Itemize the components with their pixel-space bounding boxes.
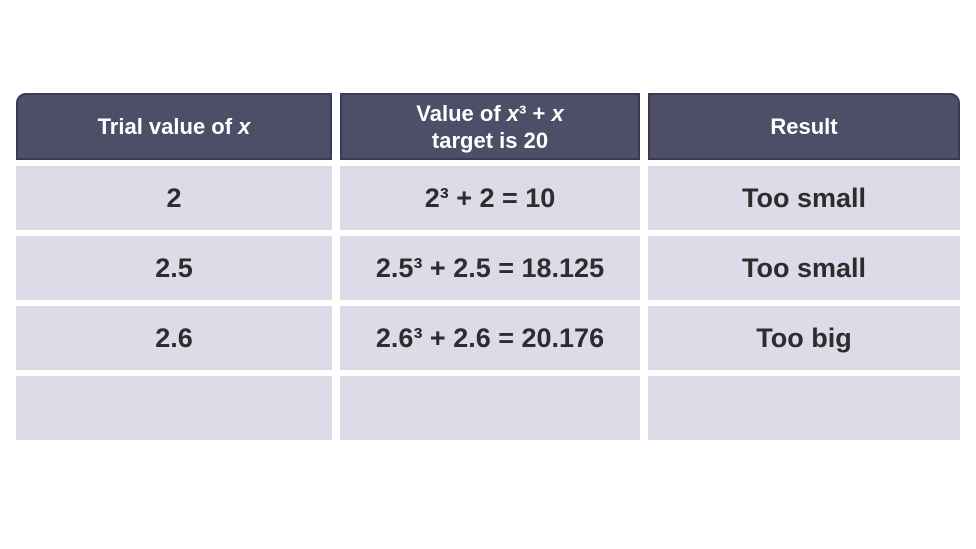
header-cell-value-of-expression: Value of x³ + x target is 20 (340, 93, 640, 160)
cell-trial-row3: 2.6 (16, 306, 332, 370)
cell-value-row1: 2³ + 2 = 10 (340, 166, 640, 230)
cell-trial-row4-empty (16, 376, 332, 440)
variable-x: x (551, 100, 564, 126)
header-label: Trial value of x (98, 113, 251, 140)
header-label-line1: Value of x³ + x (416, 100, 563, 127)
variable-x: x (506, 100, 520, 126)
header-text-part: ³ + (519, 100, 552, 126)
cell-result-row2: Too small (648, 236, 960, 300)
cell-value-row2: 2.5³ + 2.5 = 18.125 (340, 236, 640, 300)
header-text-part: Trial value of (97, 114, 239, 139)
cell-result-row4-empty (648, 376, 960, 440)
variable-x: x (238, 114, 251, 139)
trial-improvement-table: Trial value of x Value of x³ + x target … (16, 93, 960, 440)
cell-value-row3: 2.6³ + 2.6 = 20.176 (340, 306, 640, 370)
header-label-line2: target is 20 (431, 127, 549, 153)
cell-trial-row1: 2 (16, 166, 332, 230)
header-text-part: Value of (416, 100, 507, 126)
cell-result-row3: Too big (648, 306, 960, 370)
header-cell-trial-value-of-x: Trial value of x (16, 93, 332, 160)
cell-value-row4-empty (340, 376, 640, 440)
header-cell-result: Result (648, 93, 960, 160)
cell-trial-row2: 2.5 (16, 236, 332, 300)
header-label: Result (770, 114, 838, 139)
cell-result-row1: Too small (648, 166, 960, 230)
